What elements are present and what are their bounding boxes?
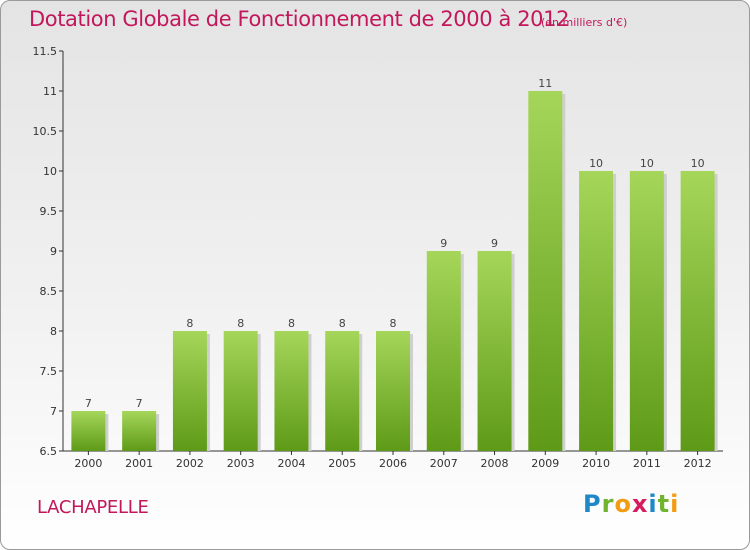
x-tick-label: 2008 [481,457,509,470]
commune-name: LACHAPELLE [37,497,149,518]
y-tick-label: 11 [43,85,57,98]
x-tick-label: 2001 [125,457,153,470]
x-tick-label: 2012 [684,457,712,470]
x-tick-label: 2002 [176,457,204,470]
data-label: 8 [390,317,397,330]
x-tick-label: 2003 [227,457,255,470]
bar [71,411,106,451]
bar [376,331,410,451]
bar [172,331,207,451]
data-label: 10 [589,157,603,170]
x-tick-label: 2007 [430,457,458,470]
y-tick-label: 11.5 [33,45,58,58]
y-tick-label: 9.5 [40,205,58,218]
data-label: 8 [339,317,346,330]
y-tick-label: 10.5 [33,125,58,138]
data-label: 7 [85,397,92,410]
data-label: 9 [491,237,498,250]
x-tick-label: 2009 [531,457,559,470]
bar [223,331,258,451]
y-tick-label: 9 [50,245,57,258]
bar [629,171,664,451]
chart-title: Dotation Globale de Fonctionnement de 20… [29,7,570,31]
x-tick-label: 2006 [379,457,407,470]
bar [122,411,157,451]
logo-letter: r [601,490,615,518]
logo-letter: i [648,490,658,518]
bar [274,331,309,451]
bar [477,251,512,451]
logo-letter: o [614,490,632,518]
data-label: 9 [440,237,447,250]
y-tick-label: 8 [50,325,57,338]
logo-letter: i [670,490,680,518]
bar [528,91,563,451]
y-tick-label: 6.5 [40,445,58,458]
bar [579,171,614,451]
data-label: 7 [136,397,143,410]
data-label: 8 [237,317,244,330]
x-tick-label: 2005 [328,457,356,470]
data-label: 11 [538,77,552,90]
x-tick-label: 2010 [582,457,610,470]
x-tick-label: 2011 [633,457,661,470]
data-label: 10 [640,157,654,170]
bar [680,171,715,451]
logo-letter: t [657,490,671,518]
logo-letter: P [583,490,602,518]
y-tick-label: 10 [43,165,57,178]
data-label: 10 [691,157,705,170]
logo-letter: x [631,490,649,518]
x-tick-label: 2000 [74,457,102,470]
bar [426,251,461,451]
y-tick-label: 8.5 [40,285,58,298]
bar [325,331,360,451]
x-tick-label: 2004 [277,457,305,470]
data-label: 8 [186,317,193,330]
chart-subtitle: (en milliers d'€) [541,16,628,29]
data-label: 8 [288,317,295,330]
y-tick-label: 7 [50,405,57,418]
y-tick-label: 7.5 [40,365,58,378]
proxiti-logo: Proxiti [583,490,679,518]
